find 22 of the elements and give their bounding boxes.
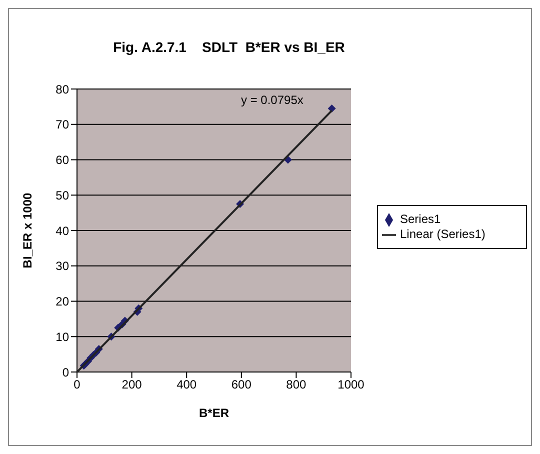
point <box>328 104 336 112</box>
x-tick-label: 1000 <box>338 378 365 392</box>
x-tick-label: 0 <box>74 378 81 392</box>
x-tick-label: 200 <box>122 378 142 392</box>
x-tick-label: 600 <box>231 378 252 392</box>
y-tick-label: 20 <box>56 294 70 309</box>
y-tick-label: 30 <box>56 259 70 274</box>
legend-label: Series1 <box>400 212 441 226</box>
y-tick-label: 10 <box>56 330 70 344</box>
x-axis-title: B*ER <box>198 406 230 420</box>
x-tick-label: 400 <box>176 378 197 392</box>
annotation: y = 0.0795x <box>241 93 304 107</box>
y-tick-label: 70 <box>56 118 70 132</box>
legend-label: Linear (Series1) <box>400 227 486 241</box>
x-tick-label: 800 <box>286 378 307 392</box>
y-tick-label: 50 <box>56 188 70 202</box>
y-tick-label: 40 <box>56 224 70 238</box>
chart-title: Fig. A.2.7.1 SDLT B*ER vs BI_ER <box>112 39 346 55</box>
y-axis-title: BI_ER x 1000 <box>20 192 34 268</box>
y-tick-label: 60 <box>56 153 70 168</box>
y-tick-label: 0 <box>62 365 70 380</box>
y-tick-label: 80 <box>56 82 70 96</box>
